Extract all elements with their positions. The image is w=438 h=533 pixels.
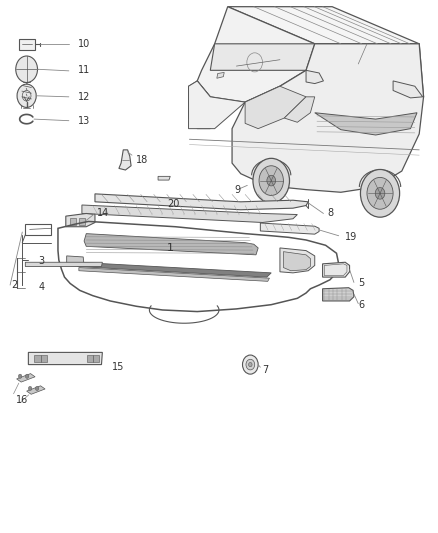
Circle shape — [25, 374, 29, 378]
Polygon shape — [93, 355, 99, 362]
Polygon shape — [84, 233, 258, 255]
Polygon shape — [393, 81, 423, 98]
Polygon shape — [283, 252, 311, 271]
Polygon shape — [245, 86, 306, 128]
Text: 4: 4 — [39, 281, 45, 292]
Polygon shape — [79, 218, 85, 224]
Polygon shape — [35, 355, 41, 362]
Polygon shape — [228, 7, 419, 44]
Polygon shape — [66, 214, 95, 227]
Text: 19: 19 — [345, 232, 357, 243]
Polygon shape — [217, 72, 224, 78]
Circle shape — [17, 84, 36, 108]
Text: 2: 2 — [11, 280, 17, 290]
Polygon shape — [260, 223, 319, 234]
Text: 14: 14 — [97, 208, 110, 219]
Polygon shape — [198, 84, 209, 109]
Polygon shape — [306, 70, 323, 84]
Circle shape — [360, 169, 399, 217]
Polygon shape — [67, 256, 84, 266]
Text: 5: 5 — [358, 278, 364, 288]
Polygon shape — [87, 355, 93, 362]
Polygon shape — [41, 355, 47, 362]
Circle shape — [267, 175, 276, 186]
Text: 10: 10 — [78, 39, 90, 49]
Circle shape — [18, 374, 22, 378]
Polygon shape — [188, 81, 245, 128]
Polygon shape — [322, 262, 350, 277]
Polygon shape — [197, 7, 315, 102]
Text: 20: 20 — [167, 199, 179, 209]
Polygon shape — [119, 150, 131, 170]
Polygon shape — [79, 268, 269, 281]
Text: 1: 1 — [167, 243, 174, 253]
Circle shape — [249, 362, 252, 367]
Text: 7: 7 — [262, 365, 269, 375]
Circle shape — [246, 359, 254, 370]
Text: 8: 8 — [327, 208, 333, 219]
Polygon shape — [315, 113, 417, 135]
Text: 16: 16 — [16, 395, 28, 405]
Polygon shape — [210, 44, 315, 70]
Circle shape — [259, 166, 283, 196]
Polygon shape — [297, 44, 424, 144]
Polygon shape — [188, 81, 210, 128]
Polygon shape — [284, 97, 315, 122]
Polygon shape — [27, 386, 45, 394]
Polygon shape — [28, 352, 102, 365]
Polygon shape — [95, 194, 308, 210]
Circle shape — [28, 386, 32, 391]
Polygon shape — [280, 248, 315, 273]
Polygon shape — [158, 176, 170, 180]
Polygon shape — [82, 205, 297, 222]
Polygon shape — [306, 44, 419, 70]
Polygon shape — [78, 262, 271, 277]
Polygon shape — [19, 38, 35, 50]
Circle shape — [243, 355, 258, 374]
Text: 9: 9 — [234, 184, 240, 195]
Circle shape — [375, 188, 385, 199]
Text: 6: 6 — [358, 300, 364, 310]
Text: 3: 3 — [39, 256, 45, 266]
Text: 15: 15 — [113, 362, 125, 372]
Polygon shape — [25, 262, 102, 266]
Polygon shape — [232, 44, 424, 192]
Polygon shape — [17, 374, 35, 382]
Text: 18: 18 — [136, 156, 148, 165]
Text: 13: 13 — [78, 116, 90, 126]
Polygon shape — [322, 288, 354, 301]
Circle shape — [367, 177, 393, 209]
Circle shape — [253, 158, 290, 203]
Circle shape — [16, 56, 38, 83]
Text: 11: 11 — [78, 66, 90, 75]
Polygon shape — [70, 218, 76, 224]
Circle shape — [35, 386, 39, 391]
Text: 12: 12 — [78, 92, 90, 102]
